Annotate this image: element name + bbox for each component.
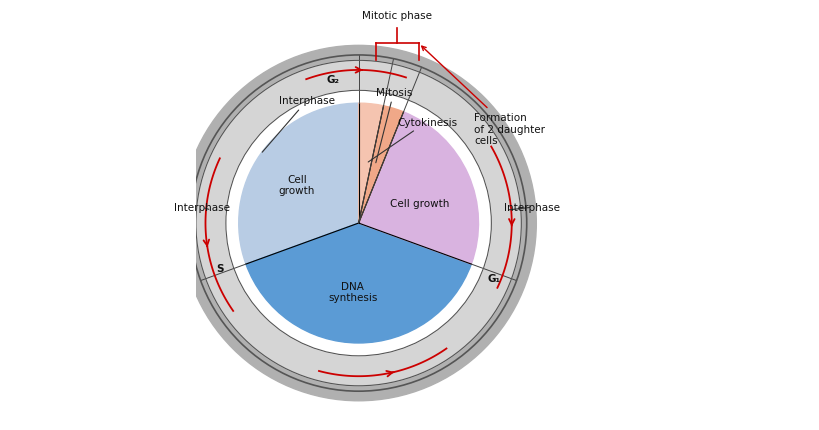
Text: Cell
growth: Cell growth [278,174,314,196]
Text: Cytokinesis: Cytokinesis [368,117,457,163]
Wedge shape [238,104,358,264]
Text: Interphase: Interphase [504,203,559,213]
Text: Interphase: Interphase [174,203,230,213]
Text: Mitotic phase: Mitotic phase [362,11,432,21]
Text: Interphase: Interphase [262,96,335,153]
Text: Cell growth: Cell growth [390,199,449,209]
Text: Mitosis: Mitosis [375,87,412,163]
Wedge shape [358,104,383,224]
Text: G₂: G₂ [326,75,339,85]
Text: Formation
of 2 daughter
cells: Formation of 2 daughter cells [421,47,545,146]
Text: DNA
synthesis: DNA synthesis [328,281,377,302]
Circle shape [181,46,536,401]
Wedge shape [358,107,403,224]
Wedge shape [358,113,478,264]
Circle shape [225,91,491,356]
Circle shape [196,61,521,386]
Wedge shape [246,224,471,343]
Text: G₁: G₁ [487,273,500,283]
Text: S: S [215,264,223,273]
